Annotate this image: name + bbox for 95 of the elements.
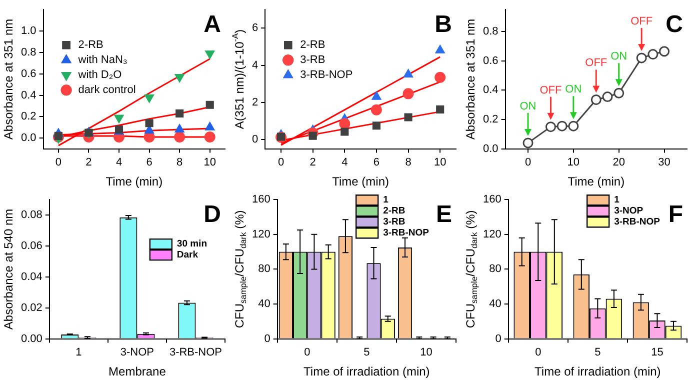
y-axis-title: CFUsample/CFUdark (%)	[463, 210, 479, 328]
y-tick-label: 4	[252, 59, 258, 72]
legend-label: 3-RB-NOP	[300, 69, 353, 82]
x-tick-label: 5	[594, 346, 601, 358]
annotation: ON	[610, 50, 628, 63]
y-tick-label: 160	[252, 194, 270, 206]
x-tick-label: 3-NOP	[120, 346, 154, 358]
y-tick-label: 0	[264, 332, 270, 345]
y-tick-label: 0.2	[482, 114, 498, 126]
x-tick-label: 5	[364, 346, 370, 358]
y-tick-label: 160	[482, 194, 502, 206]
legend-label: 3-RB	[383, 216, 406, 228]
annotation: B	[434, 11, 452, 38]
annotation: E	[436, 201, 452, 228]
y-tick-label: 0.6	[20, 68, 36, 80]
x-axis-title: Time of irradiation (min)	[304, 364, 430, 378]
y-axis-title: CFUsample/CFUdark (%)	[232, 210, 248, 328]
x-tick-label: 4	[116, 156, 122, 168]
legend-label: 2-RB	[383, 206, 406, 217]
y-tick-label: 0	[252, 134, 258, 146]
x-tick-label: 8	[176, 156, 183, 168]
y-tick-label: 0.4	[20, 89, 36, 102]
y-tick-label: 2	[252, 96, 258, 108]
x-tick-label: 1	[76, 346, 82, 358]
legend-label: 2-RB	[300, 39, 326, 52]
y-tick-label: 0.06	[20, 240, 42, 252]
y-tick-label: 0.8	[482, 26, 498, 38]
annotation: F	[668, 201, 683, 228]
legend-label: dark control	[78, 84, 136, 96]
x-tick-label: 10	[204, 156, 216, 168]
annotation: OFF	[630, 15, 653, 28]
y-tick-label: 6	[252, 22, 258, 34]
legend-label: with NaN₃	[77, 54, 128, 66]
y-axis-title: Absorbance at 351 nm	[1, 18, 16, 140]
x-tick-label: 2	[310, 156, 316, 168]
x-tick-label: 0	[535, 346, 542, 358]
y-tick-label: 0.2	[20, 110, 36, 123]
x-tick-label: 10	[434, 156, 446, 168]
y-tick-label: 0.0	[482, 142, 498, 155]
y-tick-label: 1.0	[20, 25, 36, 38]
y-tick-label: 120	[252, 228, 270, 240]
x-axis-title: Time (min)	[106, 174, 163, 188]
x-axis-title: Membrane	[108, 364, 166, 378]
y-tick-label: 0.4	[482, 84, 498, 96]
annotation: D	[204, 201, 221, 228]
y-tick-label: 0.8	[20, 46, 36, 58]
x-axis-title: Time of irradiation (min)	[534, 364, 661, 378]
legend-label: 2-RB	[78, 39, 104, 52]
annotation: ON	[520, 100, 536, 112]
x-tick-label: 15	[651, 346, 664, 358]
y-tick-label: 0.08	[20, 209, 42, 222]
x-axis-title: Time (min)	[332, 174, 390, 188]
legend-label: with D₂O	[77, 69, 122, 82]
y-tick-label: 40	[489, 298, 502, 310]
y-tick-label: 0.02	[20, 302, 42, 314]
y-tick-label: 80	[258, 263, 270, 276]
x-tick-label: 0	[304, 346, 310, 358]
y-axis-title: Absorbance at 540 nm	[1, 208, 16, 330]
legend-label: 3-RB-NOP	[383, 228, 430, 239]
y-tick-label: 0.04	[20, 270, 42, 283]
x-tick-label: 20	[612, 156, 625, 168]
legend-label: 30 min	[176, 238, 208, 250]
y-axis-title: Absorbance at 351 nm	[463, 18, 478, 140]
x-tick-label: 4	[342, 156, 348, 168]
y-tick-label: 80	[489, 263, 502, 276]
annotation: C	[666, 11, 683, 38]
x-tick-label: 6	[146, 156, 152, 168]
y-tick-label: 120	[482, 228, 502, 240]
y-tick-label: 0.6	[482, 54, 498, 67]
y-tick-label: 0	[495, 332, 502, 345]
x-tick-label: 10	[420, 346, 432, 358]
legend-label: 3-NOP	[614, 206, 644, 217]
annotation: A	[204, 11, 221, 38]
x-tick-label: 30	[658, 156, 670, 168]
x-tick-label: 6	[373, 156, 380, 168]
y-tick-label: 0.00	[20, 332, 42, 345]
x-tick-label: 2	[86, 156, 92, 168]
annotation: ON	[565, 84, 582, 96]
y-tick-label: 0.0	[20, 132, 36, 144]
annotation: OFF	[585, 57, 608, 70]
legend-label: 3-RB	[300, 54, 326, 66]
legend-label: Dark	[176, 250, 199, 261]
legend-label: 1	[614, 194, 620, 206]
x-tick-label: 3-RB-NOP	[169, 346, 222, 358]
x-tick-label: 8	[405, 156, 412, 168]
y-axis-title: A(351 nm)/(1-10-A)	[230, 29, 246, 130]
x-axis-title: Time (min)	[568, 174, 625, 188]
x-tick-label: 0	[55, 156, 62, 168]
legend-label: 3-RB-NOP	[614, 216, 661, 228]
x-tick-label: 0	[278, 156, 284, 168]
x-tick-label: 10	[567, 156, 580, 168]
x-tick-label: 0	[524, 156, 532, 168]
legend-label: 1	[383, 194, 390, 206]
y-tick-label: 40	[258, 298, 270, 310]
annotation: OFF	[540, 84, 562, 96]
